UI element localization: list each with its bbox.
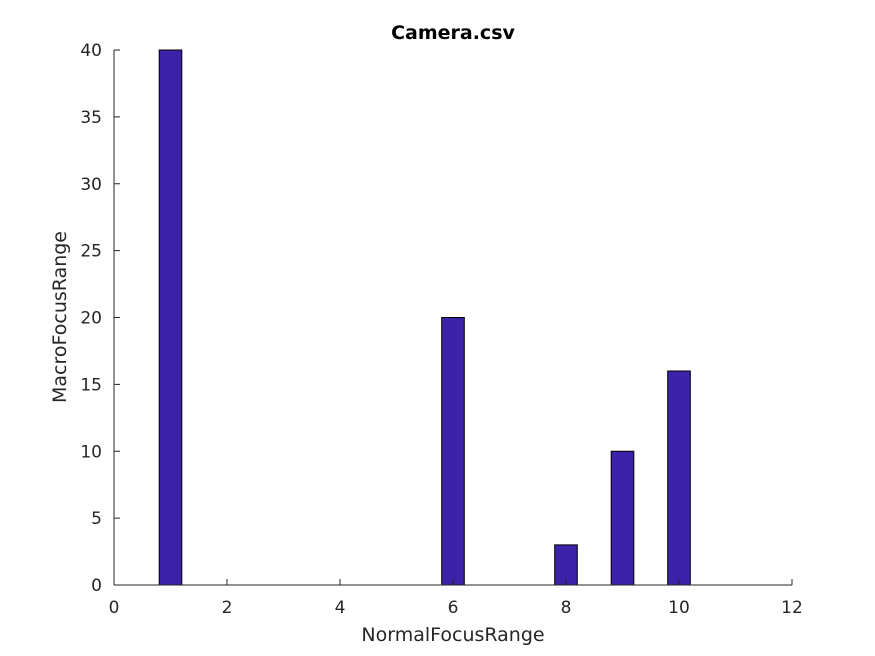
x-tick-label: 2 (222, 598, 233, 618)
y-tick-label: 0 (91, 576, 102, 596)
y-tick-label: 30 (80, 175, 102, 195)
x-axis-label: NormalFocusRange (361, 624, 544, 646)
x-tick-label: 0 (109, 598, 120, 618)
y-tick-label: 15 (80, 375, 102, 395)
x-tick-label: 10 (668, 598, 690, 618)
y-tick-label: 10 (80, 442, 102, 462)
x-tick-label: 6 (448, 598, 459, 618)
chart-title: Camera.csv (391, 22, 515, 44)
bars-group (158, 49, 691, 586)
y-tick-label: 20 (80, 309, 102, 329)
bar (610, 450, 635, 586)
x-tick-label: 12 (781, 598, 803, 618)
y-tick-label: 5 (91, 509, 102, 529)
x-tick-label: 4 (335, 598, 346, 618)
y-axis-label: MacroFocusRange (49, 231, 71, 403)
y-tick-label: 35 (80, 108, 102, 128)
x-tick-label: 8 (561, 598, 572, 618)
y-ticks: 0 5 10 15 20 25 30 35 40 (80, 41, 120, 596)
y-tick-label: 25 (80, 242, 102, 262)
bar (554, 544, 578, 586)
x-ticks: 0 2 4 6 8 10 12 (109, 579, 803, 618)
bar (667, 370, 691, 586)
bar (158, 49, 183, 586)
bar (441, 317, 465, 586)
y-tick-label: 40 (80, 41, 102, 61)
